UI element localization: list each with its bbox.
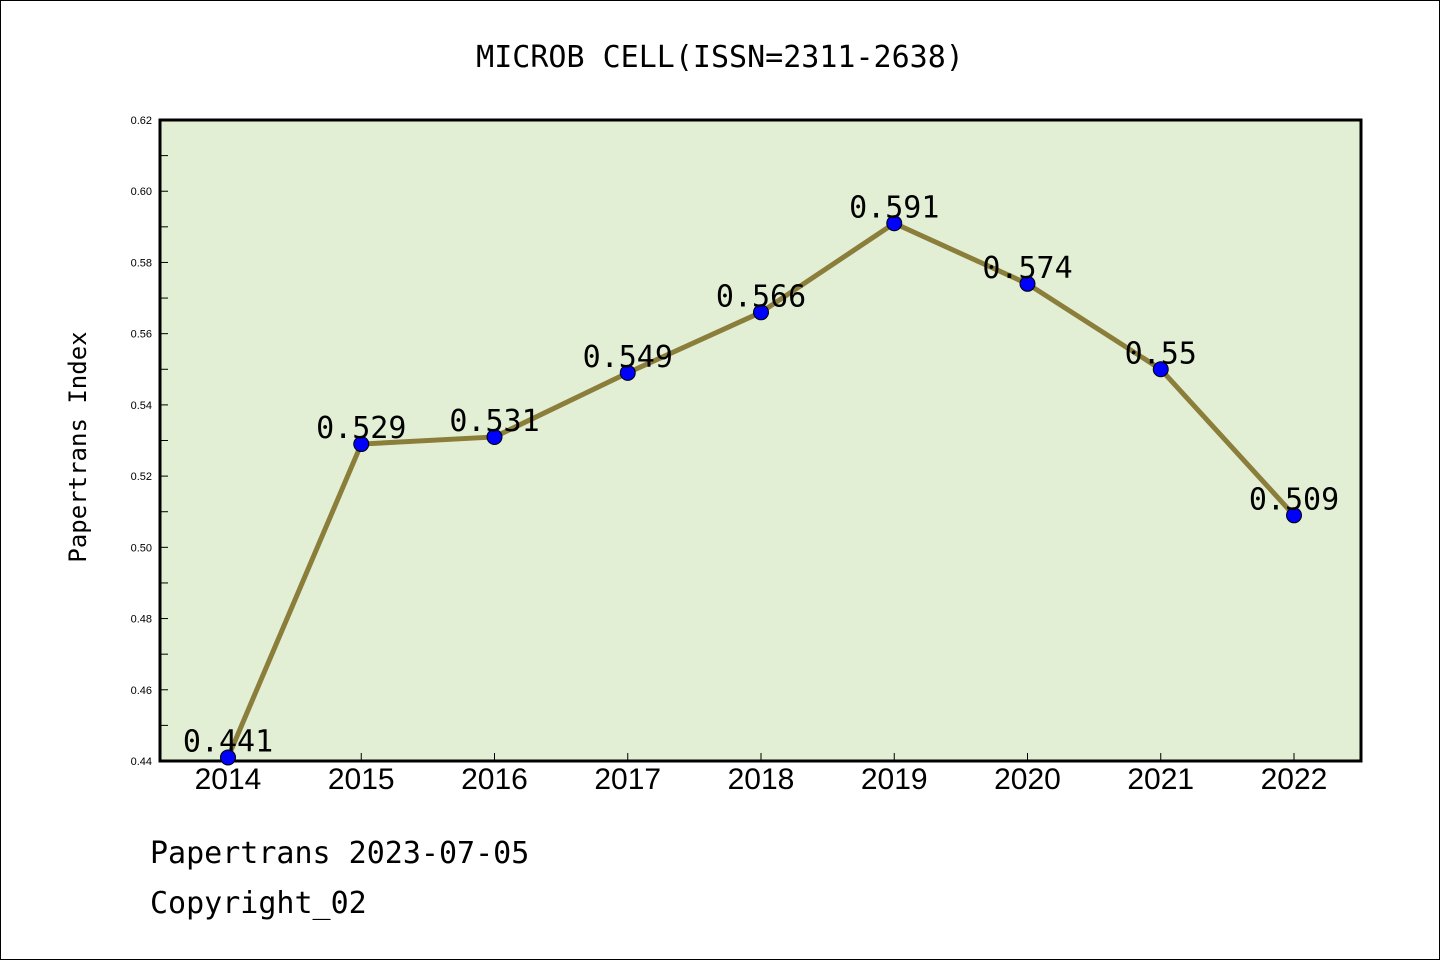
x-tick-label: 2019 (861, 763, 928, 796)
data-label: 0.566 (716, 279, 806, 314)
data-point (486, 428, 503, 445)
data-label: 0.531 (449, 404, 539, 439)
data-label: 0.55 (1125, 336, 1197, 371)
x-tick-label: 2021 (1127, 763, 1194, 796)
chart-title: MICROB CELL(ISSN=2311-2638) (476, 40, 964, 75)
x-axis: 2014 2015 2016 2017 2018 2019 2020 2021 2022 (195, 753, 1328, 796)
data-labels-group: 0.441 0.529 0.531 0.549 0.566 0.591 0.574 0.55 0… (183, 190, 1339, 759)
y-axis: 0.44 0.46 0.48 0.50 0.52 0.54 0.56 0.58 0.60 0.62 (131, 115, 168, 768)
data-point (353, 436, 370, 453)
y-tick-label: 0.50 (131, 542, 152, 554)
x-tick-label: 2015 (328, 763, 395, 796)
y-axis-label: Papertrans Index (64, 331, 92, 562)
x-tick-label: 2014 (195, 763, 262, 796)
x-tick-label: 2016 (461, 763, 528, 796)
data-point (753, 304, 769, 321)
data-label: 0.549 (583, 340, 673, 375)
data-point (1286, 507, 1302, 524)
y-tick-label: 0.48 (131, 614, 152, 626)
data-label: 0.509 (1249, 482, 1339, 517)
y-tick-label: 0.46 (131, 685, 152, 697)
x-tick-label: 2017 (594, 763, 661, 796)
data-point (1152, 361, 1169, 378)
y-tick-label: 0.44 (131, 756, 152, 768)
x-tick-label: 2022 (1261, 763, 1328, 796)
data-point (619, 364, 636, 381)
x-tick-label: 2018 (728, 763, 795, 796)
data-point (1019, 275, 1036, 292)
y-tick-label: 0.56 (131, 329, 152, 341)
y-tick-label: 0.52 (131, 471, 152, 483)
y-tick-label: 0.54 (131, 400, 152, 412)
data-label: 0.591 (849, 190, 939, 225)
footer-copyright: Copyright_02 (150, 886, 367, 921)
x-tick-label: 2020 (994, 763, 1061, 796)
footer-date-line: Papertrans 2023-07-05 (150, 836, 530, 871)
data-label: 0.574 (982, 251, 1072, 286)
y-tick-label: 0.58 (131, 257, 152, 269)
data-label: 0.441 (183, 724, 273, 759)
series-points-group (220, 215, 1302, 766)
y-tick-label: 0.62 (131, 115, 152, 127)
data-point (220, 749, 236, 766)
data-point (886, 215, 903, 232)
y-tick-label: 0.60 (131, 186, 152, 198)
data-label: 0.529 (316, 411, 406, 446)
